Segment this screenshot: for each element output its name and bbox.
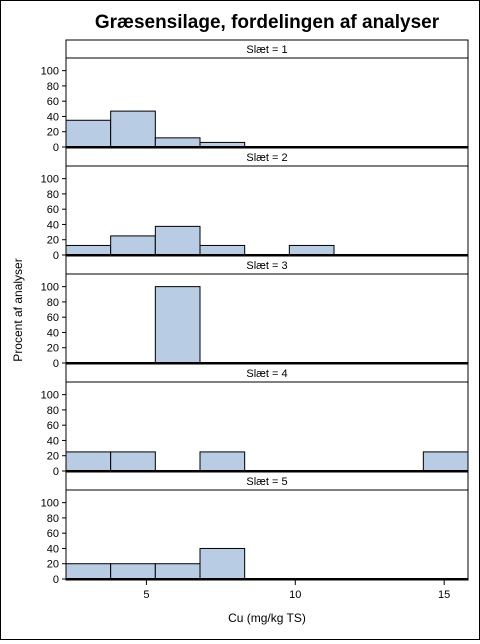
panel-header-label: Slæt = 2 [246,152,287,164]
y-tick-label: 80 [47,81,59,93]
y-tick-label: 40 [47,543,59,555]
y-tick-label: 40 [47,111,59,123]
panel-4: Slæt = 4 0 20 40 60 80 100 [41,363,469,478]
histogram-bar [154,225,201,256]
y-tick-label: 0 [53,574,59,586]
y-tick-label: 100 [41,66,59,78]
y-tick-label: 20 [47,451,59,463]
histogram-bar [199,547,246,580]
histogram-bar [110,451,156,472]
histogram-bar [110,110,156,148]
histogram-bar [154,137,201,148]
y-tick-label: 80 [47,513,59,525]
y-tick-label: 0 [53,466,59,478]
panel-plot-area [65,381,469,473]
panel-header-label: Slæt = 5 [246,476,287,488]
y-tick-label: 60 [47,96,59,108]
y-tick-label: 40 [47,327,59,339]
panel-2: Slæt = 2 0 20 40 60 80 100 [41,147,469,262]
histogram-bar [422,451,469,472]
histogram-bar [65,119,112,148]
y-tick-label: 80 [47,189,59,201]
panel-5: Slæt = 5 0 20 40 60 80 100 5 10 15 [41,471,469,601]
y-tick-label: 0 [53,358,59,370]
y-axis-label: Procent af analyser [11,258,25,361]
y-tick-label: 80 [47,405,59,417]
panel-plot-area [65,273,469,365]
y-tick-label: 20 [47,235,59,247]
y-tick-label: 100 [41,174,59,186]
x-tick-label: 5 [143,589,149,601]
histogram-bar [110,235,156,256]
y-tick-label: 100 [41,282,59,294]
histogram-bar [65,244,112,256]
y-tick-label: 0 [53,142,59,154]
y-tick-label: 20 [47,343,59,355]
x-axis-label: Cu (mg/kg TS) [228,611,306,625]
panel-header-label: Slæt = 3 [246,260,287,272]
y-tick-label: 0 [53,250,59,262]
panel-3: Slæt = 3 0 20 40 60 80 100 [41,255,469,370]
panel-1: Slæt = 1 0 20 40 60 80 100 [41,39,469,154]
y-tick-label: 100 [41,390,59,402]
panel-header-label: Slæt = 4 [246,368,287,380]
histogram-bar [199,451,246,472]
y-tick-label: 60 [47,420,59,432]
x-tick-label: 15 [438,589,450,601]
histogram-bar [110,563,156,580]
y-tick-label: 80 [47,297,59,309]
histogram-bar [199,244,246,256]
y-tick-label: 20 [47,559,59,571]
histogram-bar [154,563,201,580]
y-tick-label: 100 [41,498,59,510]
y-tick-label: 20 [47,127,59,139]
histogram-bar [154,286,201,364]
histogram-bar [65,563,112,580]
y-tick-label: 40 [47,435,59,447]
histogram-bar [65,451,112,472]
y-tick-label: 60 [47,312,59,324]
y-tick-label: 60 [47,204,59,216]
y-tick-label: 60 [47,528,59,540]
chart-title: Græsensilage, fordelingen af analyser [95,12,440,33]
panel-header-label: Slæt = 1 [246,44,287,56]
y-tick-label: 40 [47,219,59,231]
histogram-bar [288,244,335,256]
x-tick-label: 10 [289,589,301,601]
